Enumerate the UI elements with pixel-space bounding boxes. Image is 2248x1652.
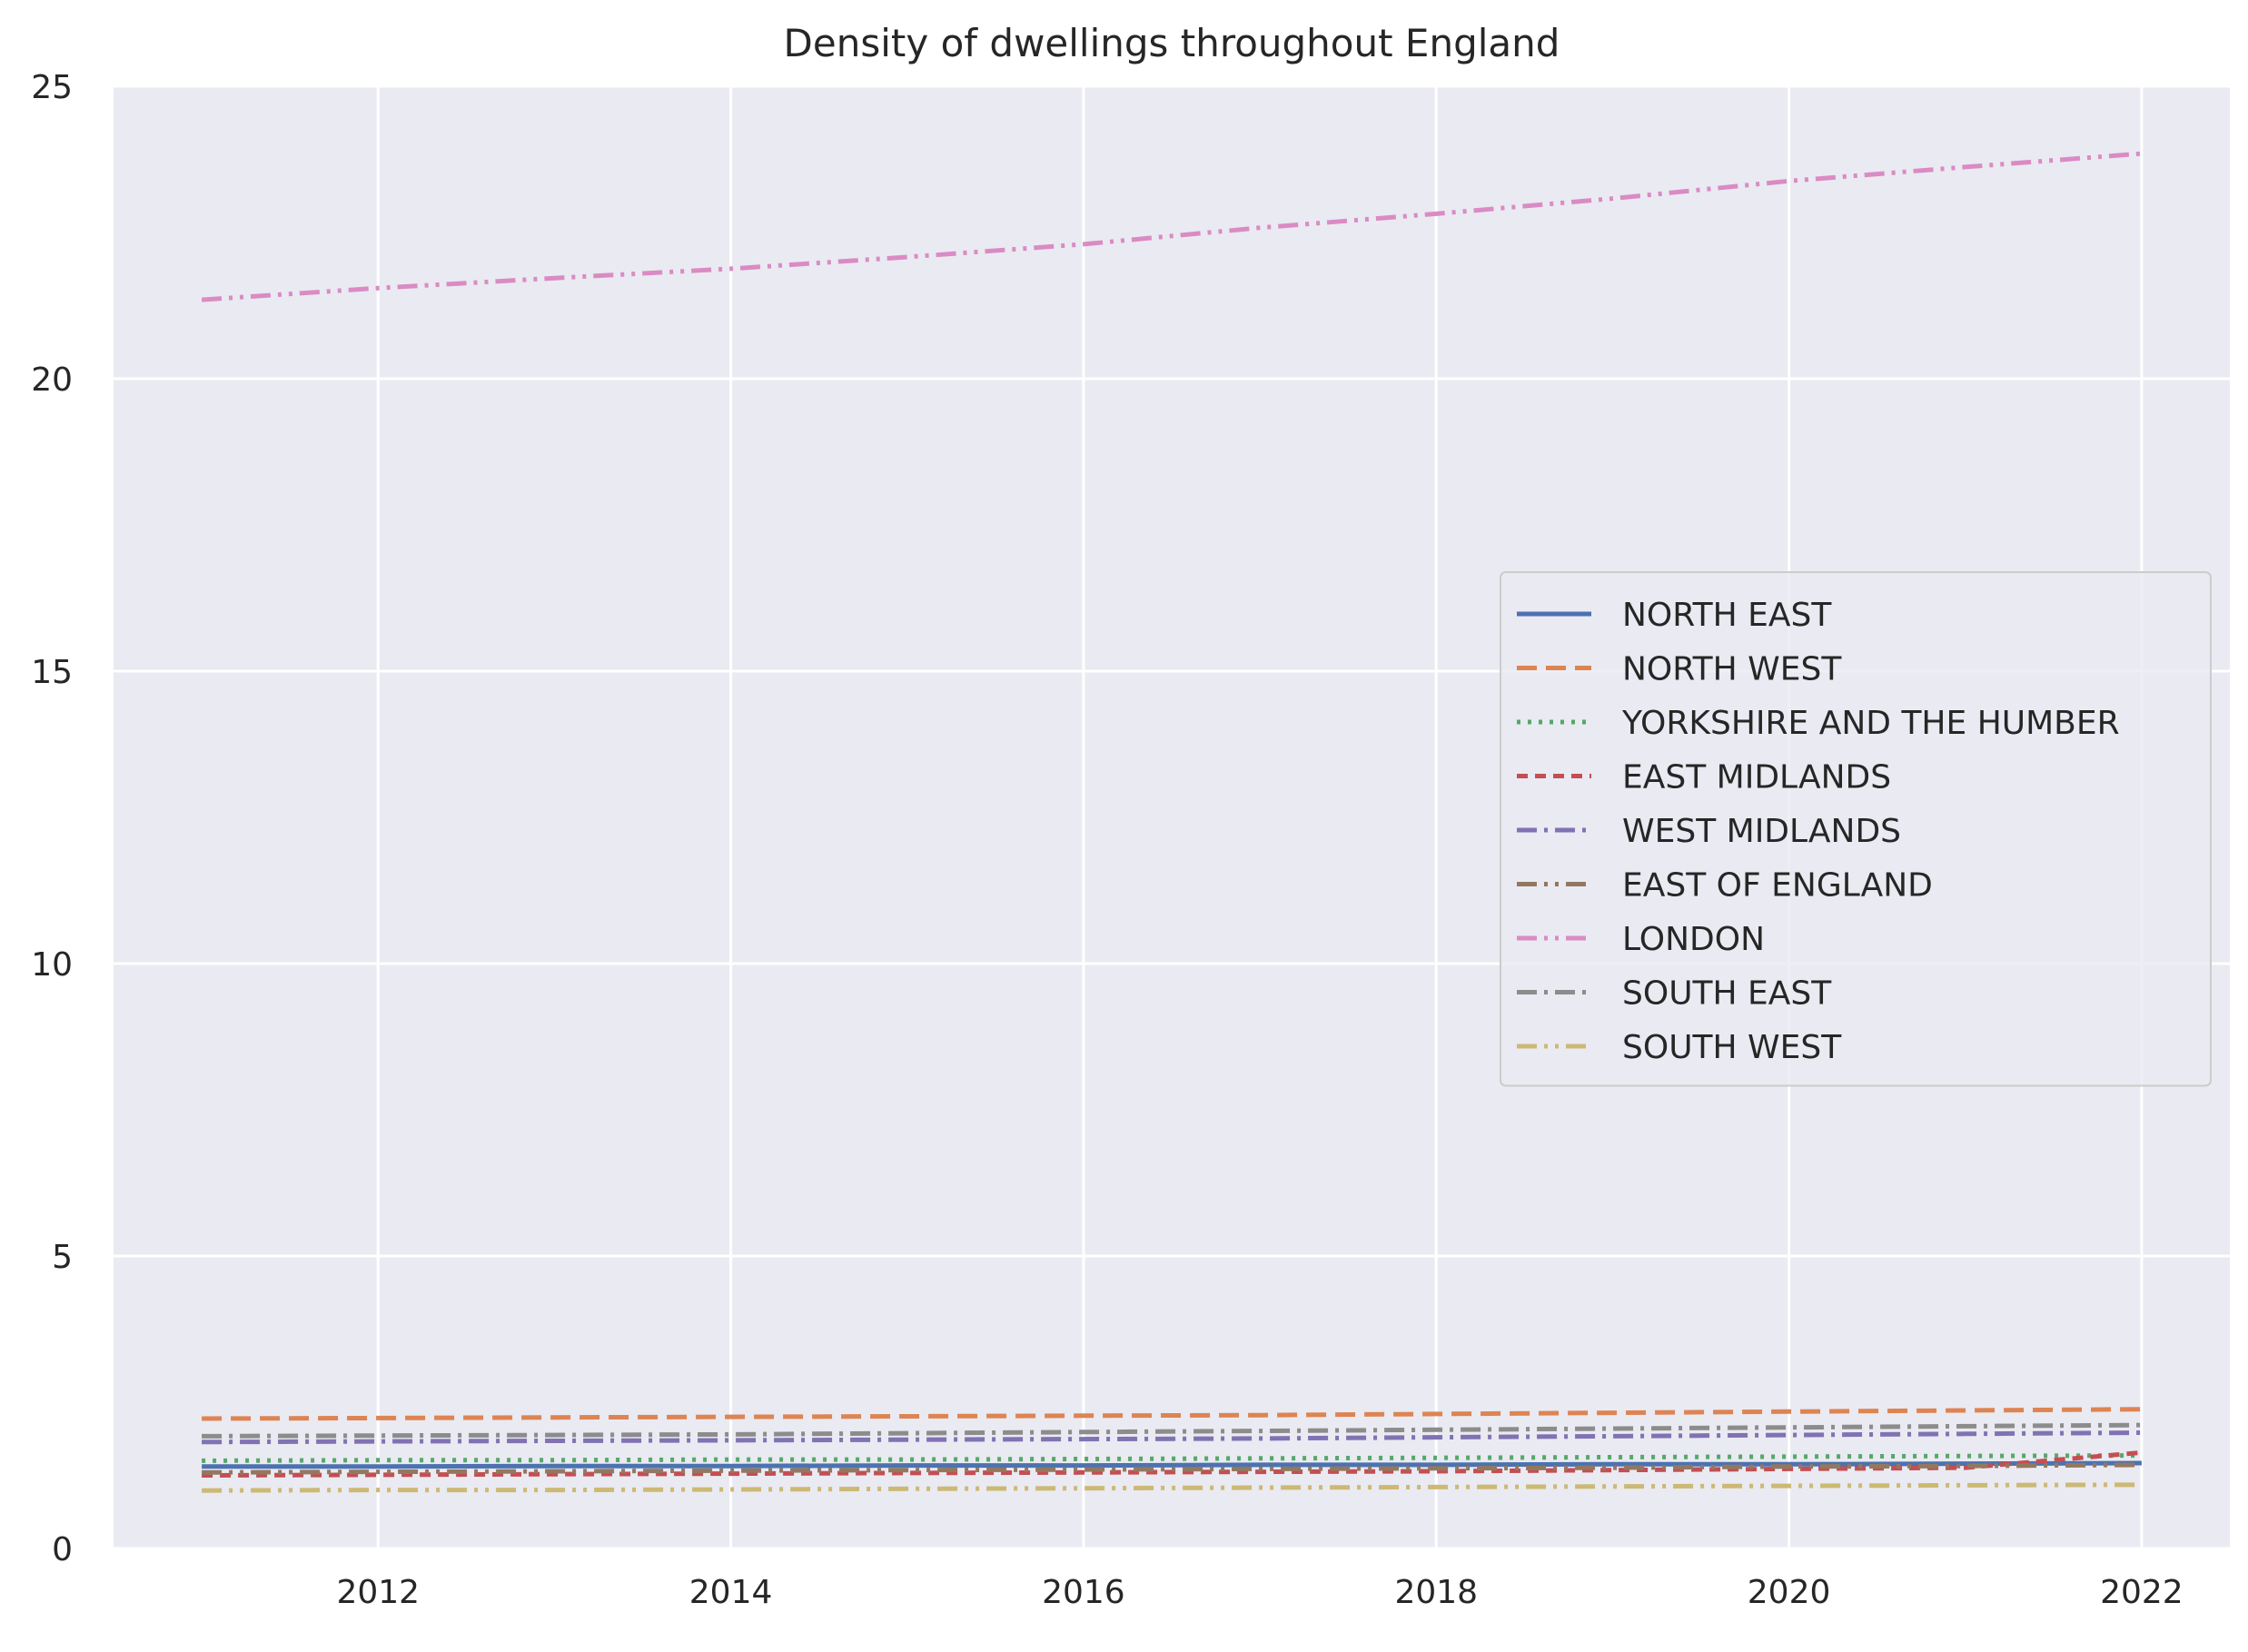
x-tick-label: 2018 xyxy=(1394,1574,1478,1611)
y-tick-label: 20 xyxy=(31,361,73,399)
series-lines xyxy=(201,151,2143,1493)
series-line xyxy=(202,1460,2142,1469)
series-line xyxy=(202,1462,2142,1475)
axis-ticks: 2012 2014 2016 2018 2020 2022 0 5 10 15 20 25 xyxy=(31,69,2184,1611)
series-line xyxy=(202,1482,2142,1493)
legend-label: WEST MIDLANDS xyxy=(1622,813,1901,850)
x-tick-label: 2012 xyxy=(336,1574,420,1611)
x-tick-label: 2016 xyxy=(1042,1574,1125,1611)
legend-label: EAST MIDLANDS xyxy=(1622,759,1891,796)
y-tick-label: 10 xyxy=(31,946,73,984)
legend-label: SOUTH WEST xyxy=(1622,1029,1842,1066)
chart-title: Density of dwellings throughout England xyxy=(784,21,1560,65)
legend-label: NORTH WEST xyxy=(1622,651,1842,688)
series-line xyxy=(202,1453,2142,1463)
series-line xyxy=(202,1422,2142,1439)
series-line xyxy=(202,1449,2143,1478)
series-line xyxy=(202,1430,2142,1445)
legend-label: SOUTH EAST xyxy=(1622,975,1832,1013)
y-tick-label: 5 xyxy=(52,1239,73,1276)
y-tick-label: 25 xyxy=(31,69,73,106)
legend-label: EAST OF ENGLAND xyxy=(1622,867,1933,905)
legend-label: LONDON xyxy=(1622,921,1765,958)
y-tick-label: 0 xyxy=(52,1531,73,1568)
x-tick-label: 2014 xyxy=(689,1574,773,1611)
x-tick-label: 2022 xyxy=(2100,1574,2184,1611)
series-line xyxy=(201,151,2143,302)
y-tick-label: 15 xyxy=(31,654,73,691)
legend: NORTH EAST NORTH WEST YORKSHIRE AND THE HU… xyxy=(1500,571,2212,1087)
x-tick-label: 2020 xyxy=(1748,1574,1831,1611)
legend-box xyxy=(1500,571,2212,1087)
legend-label: YORKSHIRE AND THE HUMBER xyxy=(1621,705,2120,742)
series-line xyxy=(202,1407,2142,1421)
legend-label: NORTH EAST xyxy=(1622,597,1832,634)
